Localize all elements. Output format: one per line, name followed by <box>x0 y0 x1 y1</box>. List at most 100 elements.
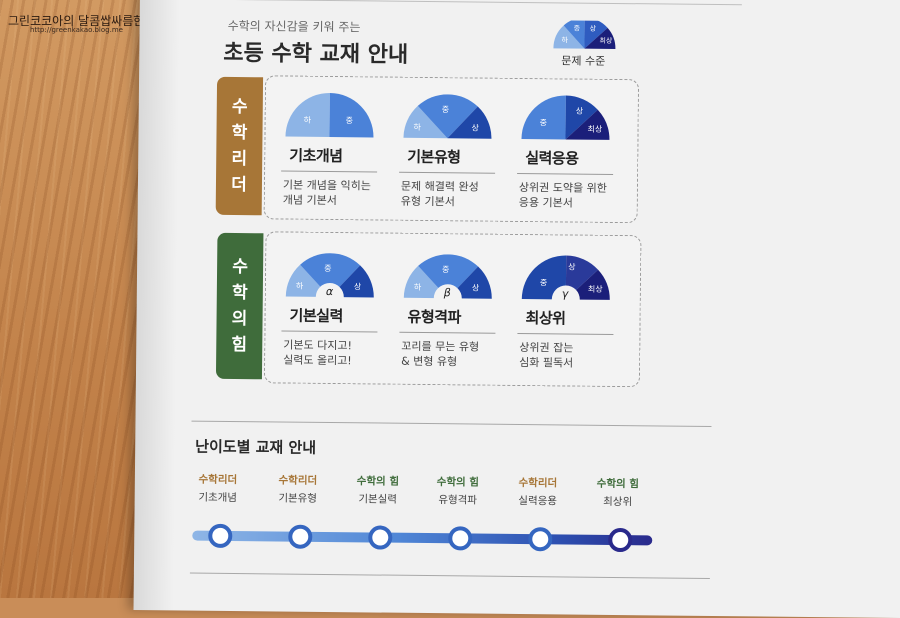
gauge-label: 중 <box>346 116 353 125</box>
page-subtitle: 수학의 자신감을 키워 주는 <box>227 18 361 35</box>
tab-char: 리 <box>231 148 248 170</box>
section-divider <box>191 420 712 428</box>
series-name: 수학의 힘 <box>356 475 400 488</box>
series-name: 수학의 힘 <box>436 476 480 489</box>
difficulty-dot <box>368 525 393 550</box>
series-name: 수학의 힘 <box>596 477 640 491</box>
tab-char: 학 <box>231 122 248 144</box>
difficulty-item: 수학리더 실력응용 <box>503 474 573 511</box>
book-rule <box>281 330 378 333</box>
difficulty-item: 수학의 힘 최상위 <box>583 475 653 512</box>
difficulty-gauge: 하 중 상 α <box>285 253 374 300</box>
gauge-label: 중 <box>324 264 331 273</box>
difficulty-dot <box>448 526 473 551</box>
desc-line: & 변형 유형 <box>401 354 458 369</box>
legend-mid: 중 <box>574 25 581 33</box>
book-description: 기본도 다지고! 실력도 올리고! <box>283 338 385 369</box>
desc-line: 실력도 올리고! <box>283 353 352 368</box>
series-name: 수학리더 <box>278 474 318 487</box>
book-card-applied: 중 상 최상 실력응용 상위권 도약을 위한 응용 기본서 <box>511 95 622 211</box>
book-name: 최상위 <box>525 309 566 328</box>
level-legend-gauge: 하 중 상 최상 <box>549 17 619 57</box>
tab-char: 수 <box>232 256 249 278</box>
gauge-label: 상 <box>472 282 480 292</box>
difficulty-dot <box>208 523 233 548</box>
difficulty-gauge: 하 중 <box>285 92 374 138</box>
tab-char: 수 <box>231 96 248 118</box>
desc-line: 개념 기본서 <box>282 193 337 208</box>
desc-line: 상위권 잡는 <box>519 340 574 355</box>
watermark: 그린코코아의 달콤쌉싸름한 이야기 http://greenkakao.blog… <box>8 12 182 34</box>
book-card-basic-concept: 하 중 기초개념 기본 개념을 익히는 개념 기본서 <box>275 92 386 208</box>
book-rule <box>517 172 614 175</box>
difficulty-gauge: 중 상 최상 γ <box>521 255 610 302</box>
difficulty-gauge: 중 상 최상 <box>521 95 610 140</box>
series-name: 수학리더 <box>198 473 238 487</box>
gauge-label: 중 <box>540 278 547 287</box>
desc-line: 기본도 다지고! <box>283 338 352 353</box>
gauge-label: 하 <box>304 115 312 125</box>
gauge-symbol: γ <box>562 287 569 300</box>
tab-char: 더 <box>231 174 247 196</box>
difficulty-item: 수학의 힘 기본실력 <box>343 472 413 509</box>
legend-high: 상 <box>590 24 597 33</box>
difficulty-item: 수학의 힘 유형격파 <box>423 473 493 510</box>
section-box-math-leader: 하 중 기초개념 기본 개념을 익히는 개념 기본서 하 중 상 기본유형 문 <box>263 75 640 224</box>
book-card-basic-type: 하 중 상 기본유형 문제 해결력 완성 유형 기본서 <box>393 94 504 210</box>
gauge-label: 상 <box>354 281 362 291</box>
gauge-symbol: α <box>326 285 334 298</box>
book-description: 문제 해결력 완성 유형 기본서 <box>401 179 503 210</box>
top-rule <box>221 0 742 6</box>
book-rule <box>399 171 496 174</box>
book-card-basic-skill: 하 중 상 α 기본실력 기본도 다지고! 실력도 올리고! <box>275 252 386 368</box>
page-title: 초등 수학 교재 안내 <box>223 40 409 68</box>
difficulty-dot <box>608 527 633 553</box>
book-card-top-level: 중 상 최상 γ 최상위 상위권 잡는 심화 필독서 <box>511 255 622 371</box>
gauge-label: 하 <box>414 282 422 292</box>
tab-char: 학 <box>231 282 248 304</box>
gauge-label: 하 <box>414 122 422 132</box>
book-name: 유형격파 <box>438 494 478 507</box>
gauge-label: 중 <box>442 265 449 274</box>
gauge-label: 상 <box>472 122 480 132</box>
book-name: 실력응용 <box>518 494 558 508</box>
section-box-math-power: 하 중 상 α 기본실력 기본도 다지고! 실력도 올리고! 하 중 상 β <box>263 231 642 388</box>
difficulty-item: 수학리더 기본유형 <box>263 471 333 508</box>
desc-line: 심화 필독서 <box>519 355 574 370</box>
desc-line: 유형 기본서 <box>400 194 455 209</box>
section-tab-math-power: 수 학 의 힘 <box>215 232 264 380</box>
desc-line: 응용 기본서 <box>518 195 573 210</box>
book-rule <box>517 332 614 335</box>
legend-top: 최상 <box>599 36 613 45</box>
gauge-label: 하 <box>296 281 304 291</box>
desc-line: 상위권 도약을 위한 <box>518 180 607 195</box>
book-card-type-breaker: 하 중 상 β 유형격파 꼬리를 무는 유형 & 변형 유형 <box>393 254 504 370</box>
difficulty-gauge: 하 중 상 β <box>403 254 492 301</box>
difficulty-gauge: 하 중 상 <box>403 94 492 139</box>
book-description: 상위권 도약을 위한 응용 기본서 <box>519 180 621 211</box>
tab-char: 의 <box>231 308 248 330</box>
desc-line: 기본 개념을 익히는 <box>282 178 371 193</box>
section-tab-math-leader: 수 학 리 더 <box>215 76 264 216</box>
book-name: 기초개념 <box>198 491 238 505</box>
book-description: 상위권 잡는 심화 필독서 <box>519 340 621 371</box>
difficulty-dot <box>528 527 553 552</box>
difficulty-track <box>192 530 653 546</box>
gauge-label: 중 <box>442 105 449 114</box>
legend-gauge-svg: 하 중 상 최상 <box>553 17 616 49</box>
watermark-text: 그린코코아의 달콤쌉싸름한 이야기 <box>8 14 182 28</box>
gauge-label: 상 <box>576 106 584 116</box>
gauge-symbol: β <box>443 286 451 299</box>
gauge-label: 최상 <box>588 284 603 294</box>
difficulty-dot <box>288 524 313 549</box>
book-name: 유형격파 <box>407 307 461 327</box>
gauge-label: 중 <box>540 118 547 127</box>
tab-char: 힘 <box>231 334 248 356</box>
book-name: 최상위 <box>603 495 633 509</box>
series-name: 수학리더 <box>518 476 558 490</box>
gauge-label: 최상 <box>588 124 603 134</box>
book-name: 기본실력 <box>358 493 398 506</box>
book-description: 꼬리를 무는 유형 & 변형 유형 <box>401 339 503 370</box>
legend-low: 하 <box>561 35 568 44</box>
desc-line: 꼬리를 무는 유형 <box>401 339 480 354</box>
